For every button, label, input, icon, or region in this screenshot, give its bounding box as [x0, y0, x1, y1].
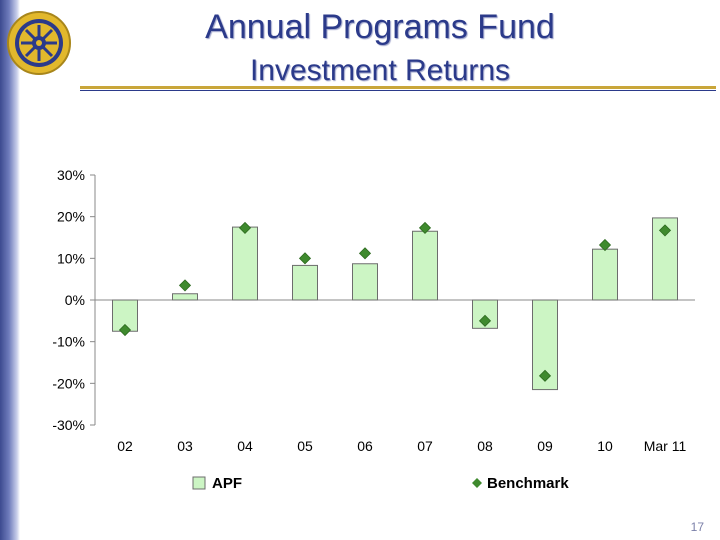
left-decorative-bar [0, 0, 20, 540]
legend-benchmark-label: Benchmark [487, 475, 569, 492]
x-tick-label: 07 [417, 438, 433, 454]
legend-benchmark-marker [472, 478, 482, 488]
y-tick-label: 20% [57, 209, 85, 225]
benchmark-point-04 [238, 221, 252, 234]
page-number: 17 [690, 520, 704, 534]
x-tick-label: 08 [477, 438, 493, 454]
benchmark-point-09 [538, 369, 552, 382]
benchmark-point-06 [358, 247, 372, 260]
x-tick-label: 10 [597, 438, 613, 454]
rotary-wheel-icon [7, 11, 71, 75]
x-tick-label: 06 [357, 438, 373, 454]
legend-apf-swatch [192, 476, 206, 490]
apf-bar-04 [232, 226, 258, 301]
legend-apf-label: APF [212, 475, 242, 492]
benchmark-point-08 [478, 314, 492, 327]
x-tick-label: 02 [117, 438, 133, 454]
apf-bar-07 [412, 230, 438, 301]
apf-bars [112, 217, 678, 391]
slide-subtitle: Investment Returns [249, 54, 511, 87]
apf-bar-08 [472, 299, 498, 329]
benchmark-point-03 [178, 279, 192, 292]
benchmark-point-07 [418, 221, 432, 234]
apf-bar-05 [292, 264, 318, 301]
y-axis: 30% 20% 10% 0% -10% -20% -30% [52, 167, 695, 433]
benchmark-markers [118, 221, 672, 382]
y-tick-label: -20% [52, 375, 85, 391]
title-underline-blue [80, 90, 716, 91]
title-underline-gold [80, 86, 716, 89]
x-axis-labels: 02 03 04 05 06 07 08 09 10 Mar 11 [117, 438, 686, 454]
x-tick-label: 03 [177, 438, 193, 454]
x-tick-label: Mar 11 [644, 438, 687, 454]
x-tick-label: 04 [237, 438, 253, 454]
benchmark-point-05 [298, 252, 312, 265]
x-tick-label: 09 [537, 438, 553, 454]
y-tick-label: 0% [65, 292, 85, 308]
y-tick-label: -30% [52, 417, 85, 433]
slide-title: Annual Programs Fund [205, 8, 555, 46]
apf-bar-10 [592, 248, 618, 301]
y-tick-label: 30% [57, 167, 85, 183]
benchmark-point-mar-11 [658, 224, 672, 237]
x-tick-label: 05 [297, 438, 313, 454]
legend: APF Benchmark [192, 475, 569, 492]
y-tick-label: -10% [52, 334, 85, 350]
y-tick-label: 10% [57, 250, 85, 266]
benchmark-point-10 [598, 238, 612, 252]
apf-bar-03 [172, 293, 198, 301]
apf-bar-06 [352, 263, 378, 301]
benchmark-point-02 [118, 323, 132, 337]
